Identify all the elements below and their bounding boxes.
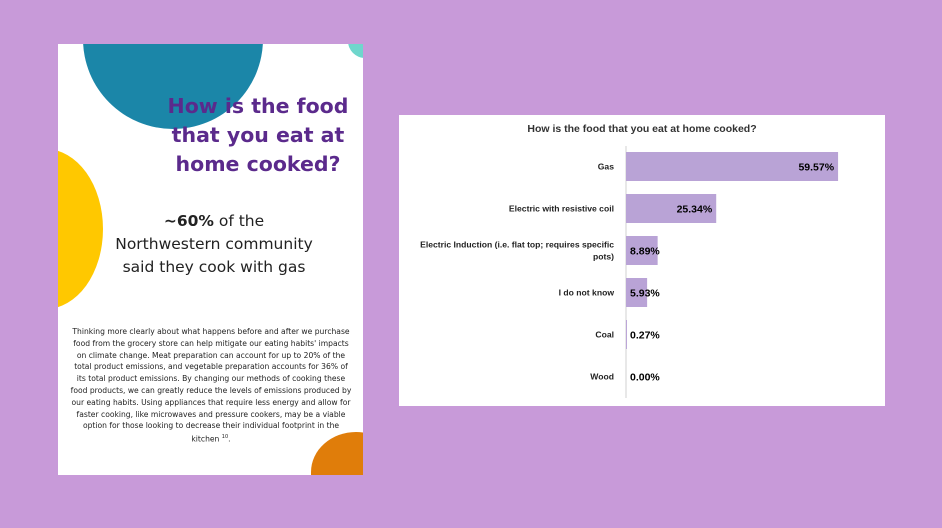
data-label: 0.00% — [630, 372, 660, 384]
category-label: Gas — [598, 162, 614, 172]
bar — [626, 320, 627, 349]
footnote-marker: 10 — [221, 434, 229, 441]
stat-percentage: ~60% — [163, 212, 214, 230]
data-label: 0.27% — [630, 330, 660, 342]
stat-text: of the — [213, 212, 265, 230]
title-line: that you eat at — [171, 123, 345, 147]
bar — [626, 152, 839, 181]
mint-circle-decoration — [348, 44, 363, 58]
chart-panel: How is the food that you eat at home coo… — [399, 115, 885, 406]
infographic-stat: ~60% of the Northwestern community said … — [94, 210, 334, 279]
bar — [626, 194, 717, 223]
stat-text: said they cook with gas — [122, 258, 306, 276]
infographic-title: How is the food that you eat at home coo… — [158, 92, 358, 179]
title-line: How is the food — [167, 94, 349, 118]
category-label: pots) — [593, 252, 614, 262]
body-text: Thinking more clearly about what happens… — [70, 327, 352, 444]
category-label: Coal — [595, 330, 614, 340]
chart-title: How is the food that you eat at home coo… — [527, 123, 756, 135]
data-label: 59.57% — [798, 162, 834, 174]
bar — [626, 278, 648, 307]
data-label: 25.34% — [677, 204, 713, 216]
category-label: I do not know — [559, 288, 615, 298]
category-label: Electric with resistive coil — [509, 204, 614, 214]
category-label: Wood — [590, 372, 614, 382]
infographic-card: How is the food that you eat at home coo… — [58, 44, 363, 475]
category-label: Electric Induction (i.e. flat top; requi… — [420, 240, 614, 250]
stat-text: Northwestern community — [115, 235, 313, 253]
infographic-body: Thinking more clearly about what happens… — [70, 327, 352, 444]
data-label: 5.93% — [630, 288, 660, 300]
data-label: 8.89% — [630, 246, 660, 258]
bar — [626, 236, 658, 265]
title-line: home cooked? — [175, 152, 341, 176]
bar-chart: How is the food that you eat at home coo… — [420, 123, 839, 398]
